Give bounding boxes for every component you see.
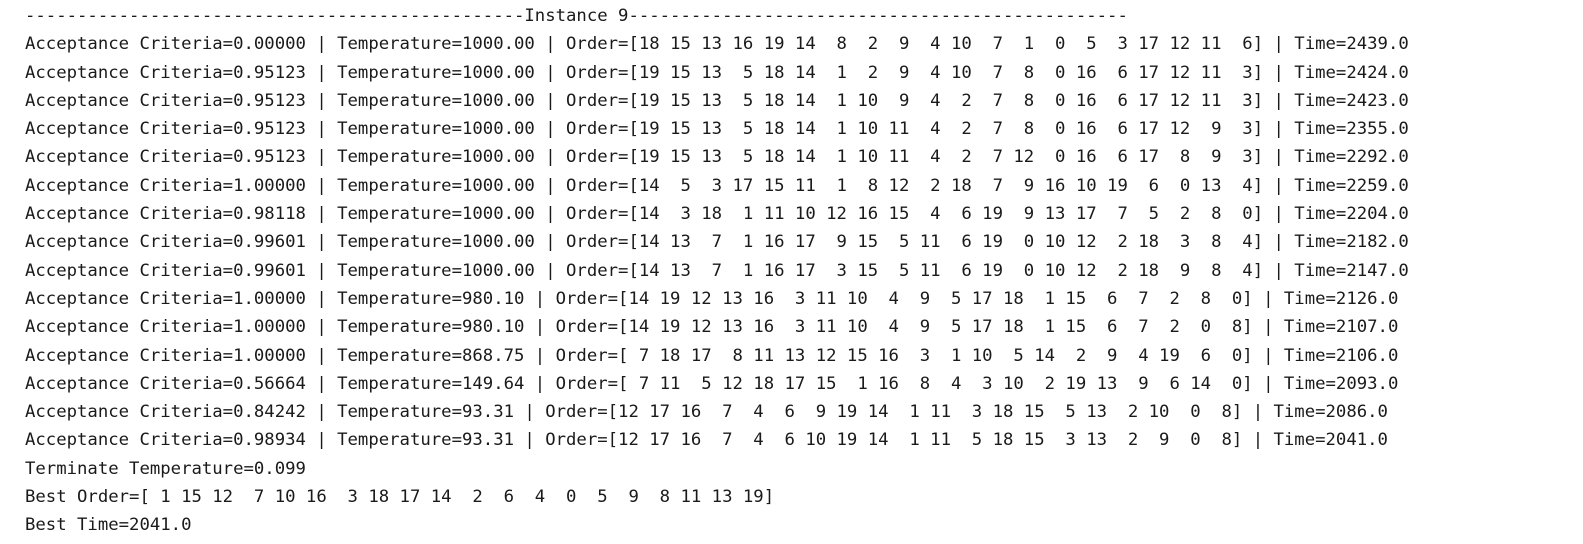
terminate-temperature-line: Terminate Temperature=0.099 bbox=[25, 458, 306, 479]
best-time-line: Best Time=2041.0 bbox=[25, 515, 192, 536]
log-line: Acceptance Criteria=1.00000 | Temperatur… bbox=[25, 175, 1409, 196]
log-line: Acceptance Criteria=1.00000 | Temperatur… bbox=[25, 288, 1399, 309]
log-line: Acceptance Criteria=0.99601 | Temperatur… bbox=[25, 260, 1409, 281]
log-line: Acceptance Criteria=0.95123 | Temperatur… bbox=[25, 147, 1409, 168]
log-line: Acceptance Criteria=0.00000 | Temperatur… bbox=[25, 34, 1409, 55]
log-line: Acceptance Criteria=0.95123 | Temperatur… bbox=[25, 90, 1409, 111]
best-order-line: Best Order=[ 1 15 12 7 10 16 3 18 17 14 … bbox=[25, 487, 775, 508]
log-line: Acceptance Criteria=1.00000 | Temperatur… bbox=[25, 317, 1399, 338]
log-line: Acceptance Criteria=0.95123 | Temperatur… bbox=[25, 62, 1409, 83]
log-line: Acceptance Criteria=0.98118 | Temperatur… bbox=[25, 204, 1409, 225]
log-line: Acceptance Criteria=1.00000 | Temperatur… bbox=[25, 345, 1399, 366]
log-line: Acceptance Criteria=0.95123 | Temperatur… bbox=[25, 119, 1409, 140]
log-line: Acceptance Criteria=0.84242 | Temperatur… bbox=[25, 402, 1388, 423]
log-line: Acceptance Criteria=0.99601 | Temperatur… bbox=[25, 232, 1409, 253]
log-line: Acceptance Criteria=0.98934 | Temperatur… bbox=[25, 430, 1388, 451]
log-line: Acceptance Criteria=0.56664 | Temperatur… bbox=[25, 373, 1399, 394]
instance-header: ----------------------------------------… bbox=[25, 6, 1128, 26]
